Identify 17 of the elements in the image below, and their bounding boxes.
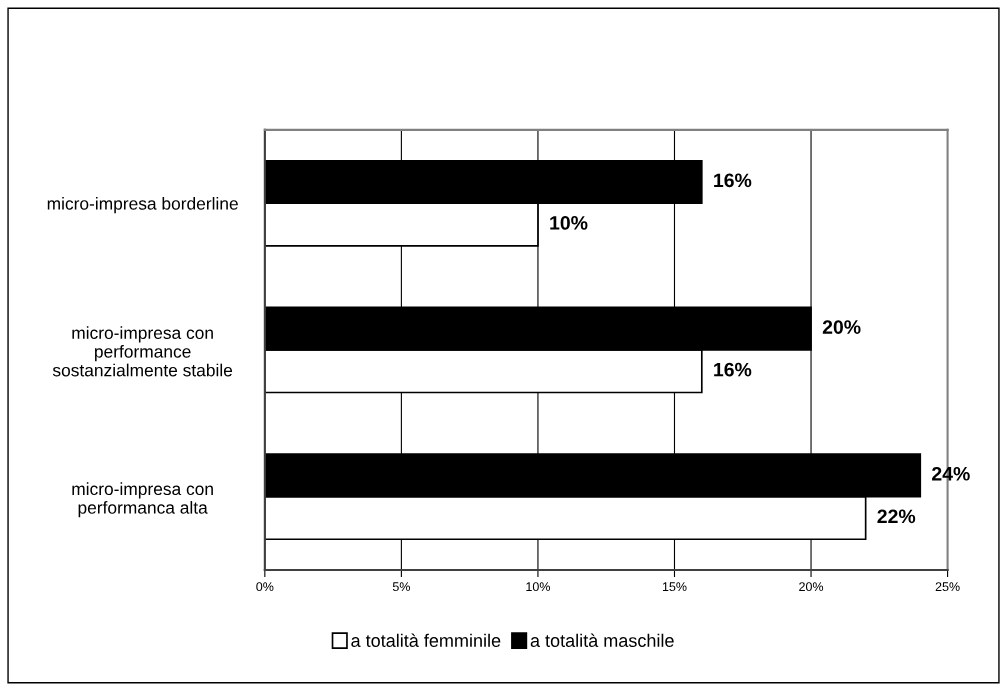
- x-tick-label: 5%: [392, 582, 410, 592]
- x-tick-label: 15%: [662, 582, 687, 592]
- data-label: 16%: [714, 362, 752, 377]
- legend-label: a totalità femminile: [351, 633, 501, 647]
- x-tick-label: 25%: [935, 582, 960, 592]
- data-label: 20%: [822, 320, 861, 334]
- data-label: 24%: [932, 466, 970, 481]
- y-tick-label: micro-impresa con performanca alta: [72, 482, 213, 518]
- data-label: 10%: [550, 215, 588, 230]
- data-label: 22%: [877, 509, 916, 524]
- y-tick-label: micro-impresa con performance sostanzialmente stabile: [52, 326, 233, 377]
- x-tick-label: 10%: [526, 582, 550, 592]
- legend-label: a totalità maschile: [530, 633, 674, 647]
- data-label: 16%: [714, 173, 752, 188]
- y-tick-label: micro-impresa borderline: [47, 196, 238, 214]
- x-tick-label: 20%: [799, 582, 824, 592]
- x-tick-label: 0%: [256, 582, 274, 592]
